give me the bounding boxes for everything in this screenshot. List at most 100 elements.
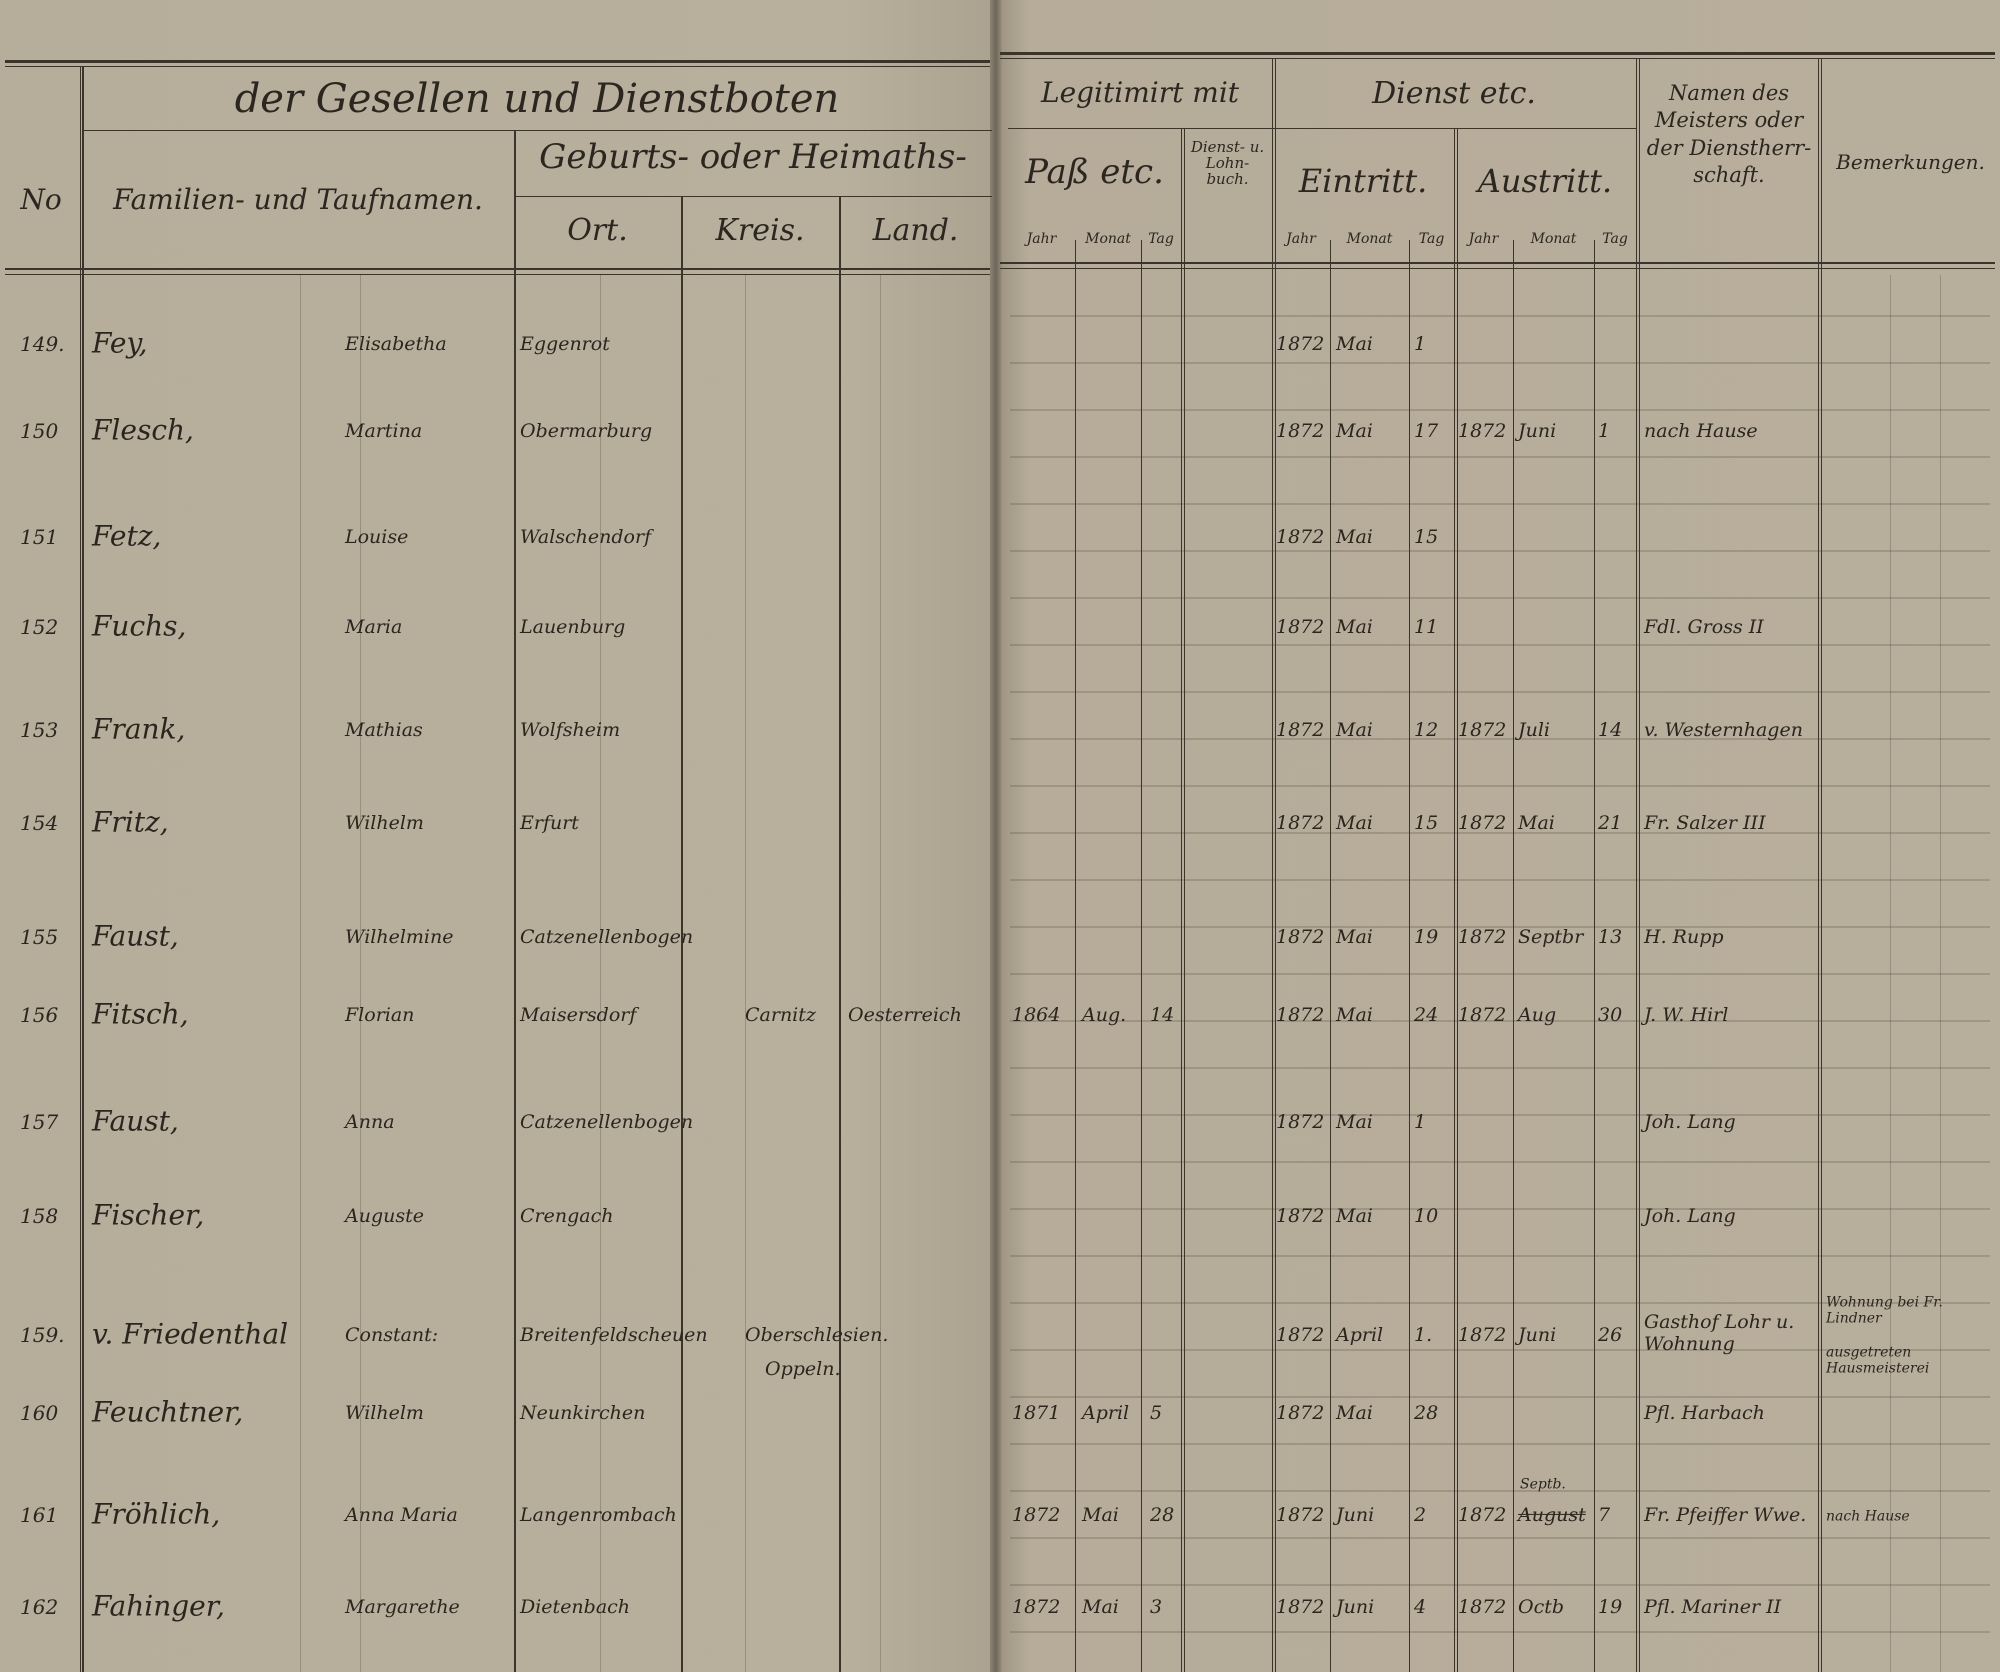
cell-ort: Eggenrot [520, 332, 610, 355]
top-double-rule [1000, 52, 1995, 55]
cell-bemerkungen: nach Hause [1826, 1508, 1910, 1525]
cell-surname: Fuchs, [92, 609, 187, 643]
column-rule [1275, 58, 1277, 1672]
cell-meister: H. Rupp [1644, 925, 1724, 948]
faint-column-line [1940, 275, 1941, 1672]
cell-ein-monat: Mai [1336, 1204, 1373, 1227]
cell-ein-tag: 1 [1414, 332, 1427, 355]
cell-ein-jahr: 1872 [1276, 811, 1325, 834]
cell-ein-monat: Mai [1336, 1401, 1373, 1424]
cell-given: Anna [345, 1110, 395, 1133]
cell-land: Oesterreich [848, 1003, 962, 1026]
cell-aus-jahr: 1872 [1458, 1003, 1507, 1026]
cell-given: Florian [345, 1003, 415, 1026]
cell-pass-monat: Aug. [1082, 1003, 1127, 1026]
cell-given: Maria [345, 615, 403, 638]
cell-ort: Walschendorf [520, 525, 652, 548]
header-legitimirt: Legitimirt mit [1040, 76, 1240, 109]
cell-aus-monat: Juli [1518, 718, 1551, 741]
cell-ein-tag: 17 [1414, 419, 1439, 442]
cell-aus-monat: Mai [1518, 811, 1555, 834]
cell-given: Anna Maria [345, 1503, 458, 1526]
cell-meister: Pfl. Mariner II [1644, 1595, 1782, 1618]
cell-ein-tag: 12 [1414, 718, 1439, 741]
header-dienst: Dienst etc. [1372, 76, 1536, 111]
header-pass-tag: Tag [1148, 231, 1174, 247]
cell-aus-jahr: 1872 [1458, 718, 1507, 741]
cell-meister: nach Hause [1644, 419, 1758, 442]
faint-column-line [1890, 275, 1891, 1672]
top-double-rule [5, 66, 990, 67]
cell-ein-jahr: 1872 [1276, 1595, 1325, 1618]
column-rule [1636, 58, 1638, 1672]
cell-ein-monat: Mai [1336, 811, 1373, 834]
header-title-left: der Gesellen und Dienstboten [234, 76, 840, 122]
cell-no: 162 [20, 1595, 59, 1620]
cell-ein-tag: 4 [1414, 1595, 1427, 1618]
cell-pass-tag: 28 [1150, 1503, 1175, 1526]
cell-ort: Langenrombach [520, 1503, 677, 1526]
cell-ein-tag: 24 [1414, 1003, 1439, 1026]
cell-ort: Catzenellenbogen [520, 1110, 694, 1133]
cell-pass-monat: Mai [1082, 1503, 1119, 1526]
header-bottom-rule [1000, 268, 1995, 269]
cell-aus-tag: 21 [1598, 811, 1623, 834]
cell-ein-monat: Mai [1336, 615, 1373, 638]
cell-no: 153 [20, 718, 59, 743]
cell-ein-tag: 1 [1414, 1110, 1427, 1133]
header-pass: Paß etc. [1025, 152, 1164, 192]
cell-ein-monat: Juni [1336, 1503, 1375, 1526]
cell-aus-tag: 19 [1598, 1595, 1623, 1618]
cell-surname: Fröhlich, [92, 1497, 221, 1531]
header-eintritt: Eintritt. [1298, 162, 1428, 200]
cell-ein-jahr: 1872 [1276, 925, 1325, 948]
cell-ein-jahr: 1872 [1276, 615, 1325, 638]
cell-ein-tag: 1. [1414, 1323, 1433, 1346]
header-bottom-rule [5, 274, 990, 275]
cell-given: Mathias [345, 718, 423, 741]
cell-ein-monat: Mai [1336, 1110, 1373, 1133]
cell-no: 150 [20, 419, 59, 444]
cell-meister: Fr. Pfeiffer Wwe. [1644, 1503, 1807, 1526]
cell-meister: Fdl. Gross II [1644, 615, 1764, 638]
column-rule [82, 66, 84, 1672]
faint-column-line [300, 275, 301, 1672]
cell-no: 156 [20, 1003, 59, 1028]
column-rule [1818, 58, 1820, 1672]
cell-meister: Pfl. Harbach [1644, 1401, 1765, 1424]
cell-meister: Joh. Lang [1644, 1204, 1736, 1227]
column-rule [1141, 240, 1143, 1672]
column-rule [1075, 240, 1077, 1672]
cell-given: Auguste [345, 1204, 424, 1227]
cell-ein-jahr: 1872 [1276, 1503, 1325, 1526]
column-rule [681, 196, 683, 1672]
cell-ein-monat: Mai [1336, 332, 1373, 355]
header-kreis: Kreis. [715, 213, 805, 248]
cell-ein-monat: Mai [1336, 419, 1373, 442]
cell-ort: Maisersdorf [520, 1003, 637, 1026]
cell-no: 158 [20, 1204, 59, 1229]
column-rule [1181, 128, 1183, 1672]
cell-meister: v. Westernhagen [1644, 718, 1803, 741]
column-rule [1639, 58, 1641, 1672]
cell-no: 152 [20, 615, 59, 640]
cell-aus-tag: 14 [1598, 718, 1623, 741]
cell-surname: Fischer, [92, 1198, 205, 1232]
header-names: Familien- und Taufnamen. [113, 183, 483, 216]
cell-ein-tag: 10 [1414, 1204, 1439, 1227]
cell-pass-tag: 14 [1150, 1003, 1175, 1026]
column-rule [1821, 58, 1823, 1672]
cell-no: 149. [20, 332, 65, 357]
cell-surname: Fey, [92, 326, 148, 360]
cell-ort: Erfurt [520, 811, 579, 834]
cell-given: Wilhelmine [345, 925, 454, 948]
cell-aus-monat: Juni [1518, 1323, 1557, 1346]
column-rule [1330, 240, 1332, 1672]
cell-bemerkungen2: ausgetreten Hausmeisterei [1826, 1344, 1930, 1377]
cell-surname: Feuchtner, [92, 1395, 244, 1429]
cell-given: Constant: [345, 1323, 439, 1346]
cell-aus-tag: 1 [1598, 419, 1611, 442]
header-meister: Namen des Meisters oder der Dienstherr- … [1646, 81, 1812, 187]
cell-pass-jahr: 1864 [1012, 1003, 1061, 1026]
cell-ein-tag: 28 [1414, 1401, 1439, 1424]
